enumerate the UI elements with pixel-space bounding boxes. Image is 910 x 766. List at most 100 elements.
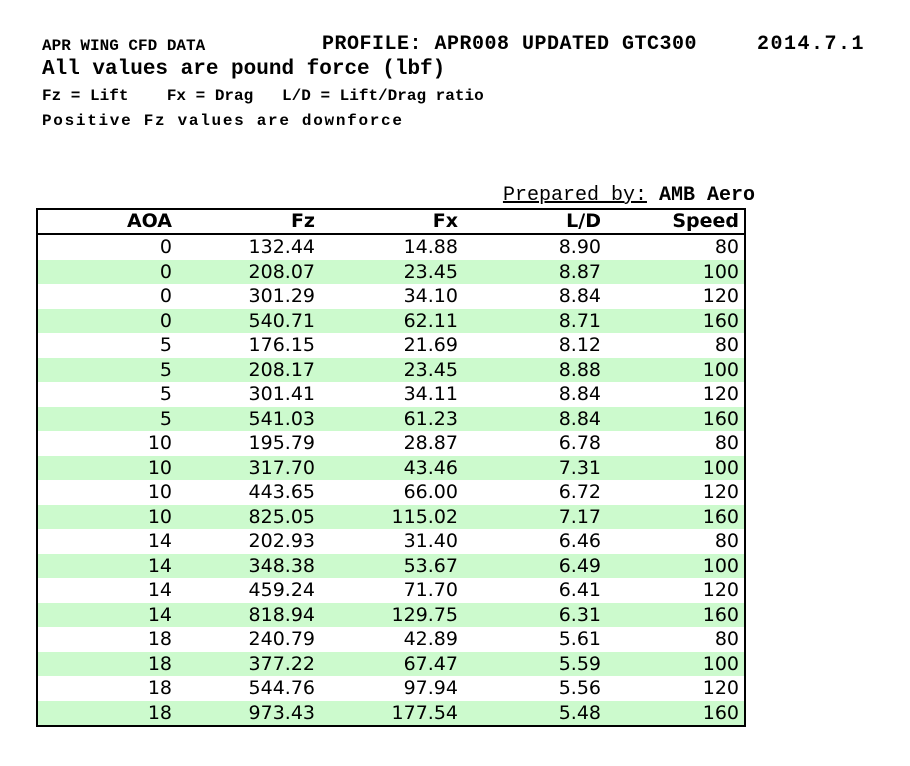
- table-cell: 176.15: [248, 334, 315, 356]
- table-row: 18 973.43 177.54 5.48 160: [37, 700, 745, 726]
- table-header: AOA Fz Fx L/D Speed: [37, 209, 745, 235]
- table-cell: 8.90: [558, 236, 601, 258]
- table-header-row: AOA Fz Fx L/D Speed: [37, 209, 745, 235]
- table-row: 0 132.44 14.88 8.90 80: [37, 234, 745, 260]
- table-cell: 317.70: [248, 456, 315, 479]
- table-cell: 120: [702, 677, 739, 699]
- table-cell: 34.11: [403, 383, 458, 405]
- table-cell: 6.41: [558, 579, 601, 601]
- table-cell: 97.94: [403, 677, 458, 699]
- table-cell: 7.31: [558, 456, 601, 479]
- table-cell: 0: [159, 236, 172, 258]
- table-cell: 5: [159, 334, 172, 356]
- table-row: 0 540.71 62.11 8.71 160: [37, 308, 745, 333]
- table-cell: 5.48: [558, 701, 601, 724]
- cfd-data-table-wrap: AOA Fz Fx L/D Speed 0 132.44 14.88 8.90 80 0 208.0…: [36, 208, 746, 727]
- table-cell: 14: [147, 603, 172, 626]
- table-cell: 23.45: [403, 260, 458, 283]
- table-row: 5 301.41 34.11 8.84 120: [37, 382, 745, 407]
- table-cell: 31.40: [403, 530, 458, 552]
- table-row: 14 818.94 129.75 6.31 160: [37, 602, 745, 627]
- table-cell: 67.47: [403, 652, 458, 675]
- downforce-note: Positive Fz values are downforce: [42, 112, 404, 130]
- table-cell: 348.38: [248, 554, 315, 577]
- table-cell: 43.46: [403, 456, 458, 479]
- table-row: 18 377.22 67.47 5.59 100: [37, 651, 745, 676]
- table-cell: 208.17: [248, 358, 315, 381]
- table-cell: 34.10: [403, 285, 458, 307]
- report-profile: PROFILE: APR008 UPDATED GTC300: [322, 33, 698, 56]
- table-cell: 14.88: [403, 236, 458, 258]
- table-cell: 120: [702, 285, 739, 307]
- table-cell: 100: [702, 652, 739, 675]
- table-cell: 160: [702, 701, 739, 724]
- table-cell: 160: [702, 407, 739, 430]
- report-title: APR WING CFD DATA: [42, 37, 206, 55]
- table-cell: 0: [159, 260, 172, 283]
- table-row: 14 202.93 31.40 6.46 80: [37, 529, 745, 554]
- table-cell: 301.29: [248, 285, 315, 307]
- table-row: 5 541.03 61.23 8.84 160: [37, 406, 745, 431]
- table-cell: 973.43: [248, 701, 315, 724]
- table-cell: 53.67: [403, 554, 458, 577]
- table-cell: 7.17: [558, 505, 601, 528]
- table-cell: 42.89: [403, 628, 458, 650]
- table-cell: 177.54: [391, 701, 458, 724]
- table-cell: 301.41: [248, 383, 315, 405]
- table-cell: 5: [159, 383, 172, 405]
- table-body: 0 132.44 14.88 8.90 80 0 208.07 23.45 8.87 100 0 30…: [37, 234, 745, 726]
- column-header: AOA: [37, 209, 177, 235]
- table-row: 18 240.79 42.89 5.61 80: [37, 627, 745, 652]
- table-cell: 61.23: [403, 407, 458, 430]
- table-cell: 28.87: [403, 432, 458, 454]
- table-cell: 129.75: [391, 603, 458, 626]
- table-cell: 544.76: [248, 677, 315, 699]
- table-row: 10 443.65 66.00 6.72 120: [37, 480, 745, 505]
- table-cell: 23.45: [403, 358, 458, 381]
- table-cell: 240.79: [248, 628, 315, 650]
- table-cell: 100: [702, 260, 739, 283]
- table-cell: 160: [702, 505, 739, 528]
- table-cell: 825.05: [248, 505, 315, 528]
- table-cell: 14: [147, 554, 172, 577]
- table-cell: 66.00: [403, 481, 458, 503]
- table-cell: 10: [147, 481, 172, 503]
- table-cell: 8.84: [558, 407, 601, 430]
- table-cell: 10: [147, 456, 172, 479]
- table-row: 18 544.76 97.94 5.56 120: [37, 676, 745, 701]
- column-header: L/D: [463, 209, 606, 235]
- table-cell: 6.78: [558, 432, 601, 454]
- table-cell: 541.03: [248, 407, 315, 430]
- table-cell: 443.65: [248, 481, 315, 503]
- units-note: All values are pound force (lbf): [42, 58, 446, 81]
- table-cell: 8.84: [558, 285, 601, 307]
- table-cell: 8.87: [558, 260, 601, 283]
- table-cell: 120: [702, 579, 739, 601]
- table-cell: 0: [159, 285, 172, 307]
- cfd-data-table: AOA Fz Fx L/D Speed 0 132.44 14.88 8.90 80 0 208.0…: [36, 208, 746, 727]
- table-cell: 62.11: [403, 309, 458, 332]
- table-cell: 71.70: [403, 579, 458, 601]
- table-cell: 80: [714, 432, 739, 454]
- table-cell: 100: [702, 358, 739, 381]
- table-cell: 21.69: [403, 334, 458, 356]
- table-cell: 5.61: [558, 628, 601, 650]
- table-cell: 18: [147, 628, 172, 650]
- column-header: Speed: [606, 209, 745, 235]
- table-cell: 208.07: [248, 260, 315, 283]
- table-row: 5 176.15 21.69 8.12 80: [37, 333, 745, 358]
- prepared-by: Prepared by: AMB Aero: [503, 186, 755, 206]
- table-cell: 100: [702, 554, 739, 577]
- table-row: 10 825.05 115.02 7.17 160: [37, 504, 745, 529]
- column-header: Fx: [320, 209, 463, 235]
- table-cell: 8.71: [558, 309, 601, 332]
- table-cell: 10: [147, 432, 172, 454]
- table-row: 0 301.29 34.10 8.84 120: [37, 284, 745, 309]
- table-cell: 18: [147, 701, 172, 724]
- table-cell: 18: [147, 677, 172, 699]
- table-cell: 5.59: [558, 652, 601, 675]
- table-cell: 5.56: [558, 677, 601, 699]
- table-row: 10 195.79 28.87 6.78 80: [37, 431, 745, 456]
- table-cell: 120: [702, 383, 739, 405]
